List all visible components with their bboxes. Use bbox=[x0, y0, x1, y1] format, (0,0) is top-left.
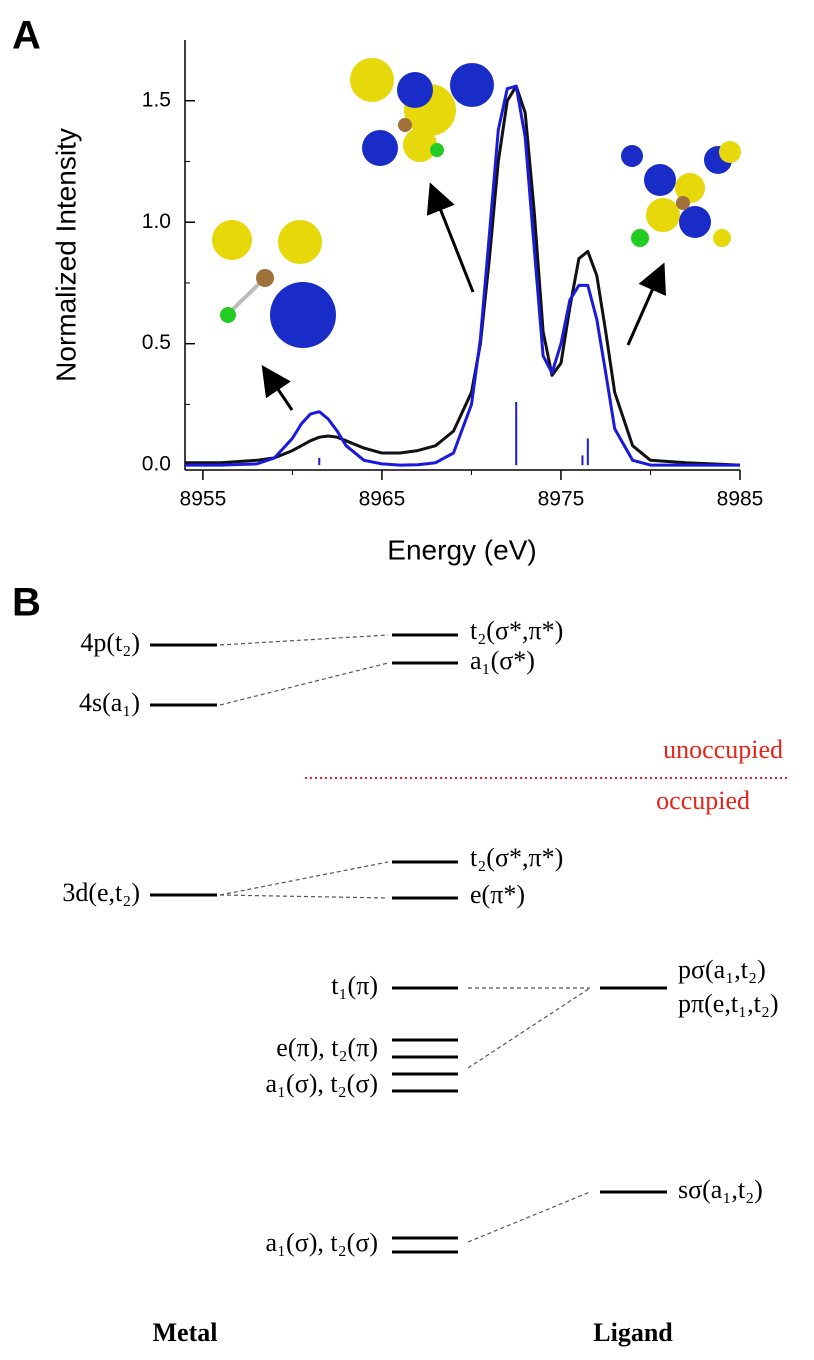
panel-label: B bbox=[12, 581, 41, 625]
level-label: e(π), t₂(π) bbox=[276, 1033, 378, 1062]
level-label: a₁(σ), t₂(σ) bbox=[265, 1228, 378, 1257]
level-label: 4p(t₂) bbox=[80, 628, 140, 657]
level-label: 4s(a₁) bbox=[79, 688, 140, 717]
level-label: a₁(σ*) bbox=[470, 646, 535, 675]
arrows bbox=[261, 182, 667, 411]
level-label: a₁(σ), t₂(σ) bbox=[265, 1069, 378, 1098]
y-tick-label: 1.5 bbox=[142, 88, 171, 111]
x-axis-label: Energy (eV) bbox=[387, 534, 536, 565]
y-axis-label: Normalized Intensity bbox=[50, 128, 81, 382]
x-tick-label: 8955 bbox=[180, 488, 227, 511]
panel-label: A bbox=[12, 14, 41, 58]
level-label: pσ(a₁,t₂) bbox=[678, 955, 766, 984]
mo-diagram: B 4p(t₂) 4s(a₁) 3d(e,t₂) t₂(σ*,π*) a₁(σ*… bbox=[12, 581, 790, 1347]
spectrum-line bbox=[185, 84, 740, 467]
x-tick-label: 8965 bbox=[359, 488, 406, 511]
level-label: 3d(e,t₂) bbox=[62, 878, 140, 907]
unoccupied-label: unoccupied bbox=[663, 735, 783, 764]
orbital-pictures bbox=[212, 58, 741, 348]
y-tick-label: 0.0 bbox=[142, 453, 171, 476]
level-label: t₂(σ*,π*) bbox=[470, 616, 563, 645]
level-label: e(π*) bbox=[470, 880, 525, 909]
x-tick-label: 8985 bbox=[717, 488, 764, 511]
correlation-lines bbox=[219, 634, 591, 1243]
occupied-label: occupied bbox=[656, 786, 750, 815]
x-tick-label: 8975 bbox=[538, 488, 585, 511]
column-label: Metal bbox=[153, 1318, 218, 1347]
level-label: pπ(e,t₁,t₂) bbox=[678, 989, 779, 1018]
y-tick-label: 1.0 bbox=[142, 210, 171, 233]
level-label: t₂(σ*,π*) bbox=[470, 843, 563, 872]
column-label: Ligand bbox=[593, 1318, 673, 1347]
level-label: t₁(π) bbox=[331, 971, 378, 1000]
y-tick-label: 0.5 bbox=[142, 331, 171, 354]
level-label: sσ(a₁,t₂) bbox=[678, 1175, 763, 1204]
